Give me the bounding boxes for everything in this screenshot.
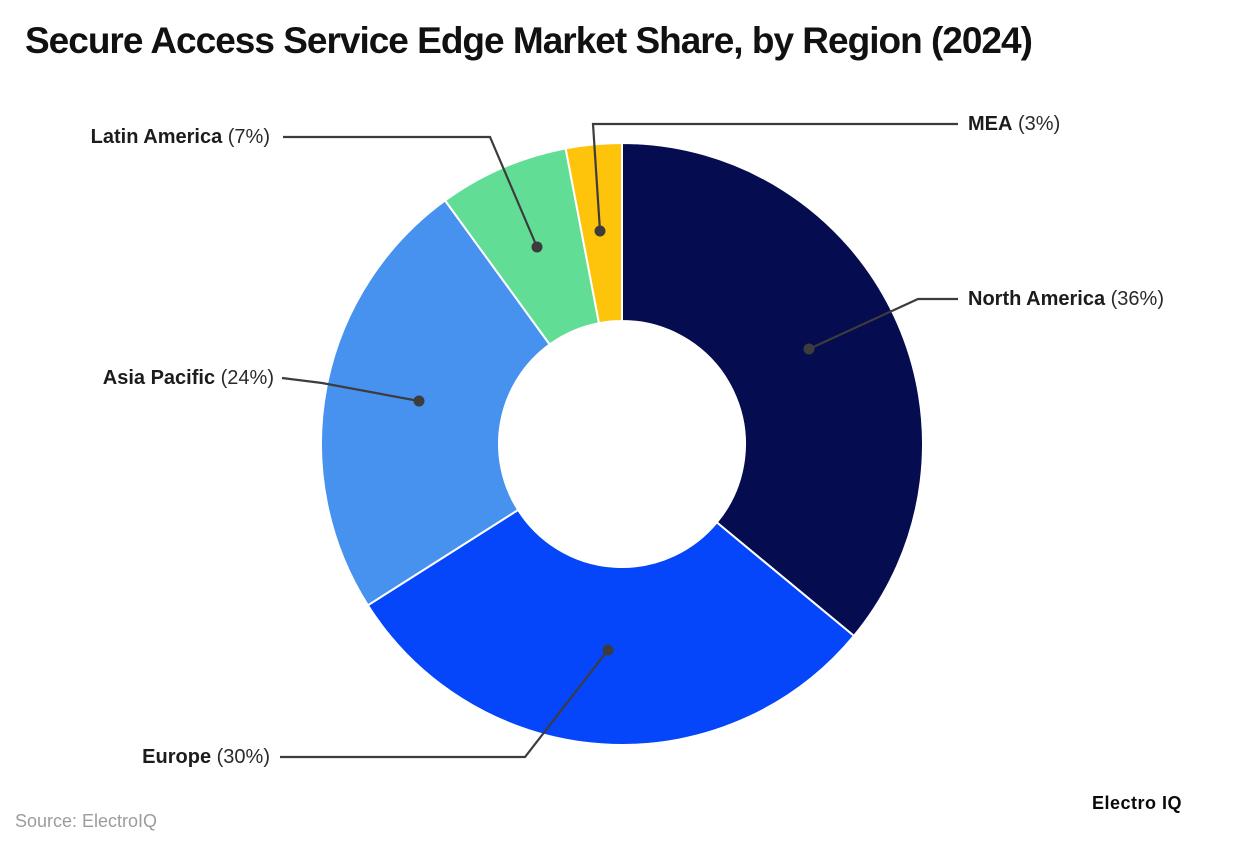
leader-line-latin-america xyxy=(283,135,539,248)
region-name: MEA xyxy=(968,113,1013,135)
pie-slice-europe xyxy=(366,508,855,746)
region-name: North America xyxy=(968,288,1106,310)
region-percent: (7%) xyxy=(227,126,270,148)
pie-slice-asia-pacific xyxy=(320,199,551,607)
page-title: Secure Access Service Edge Market Share,… xyxy=(25,20,1033,61)
callout-label-latin-america: Latin America (7%) xyxy=(91,124,270,150)
region-name: Latin America xyxy=(90,126,223,148)
leader-line-mea xyxy=(591,122,958,232)
leader-dot-north-america xyxy=(803,343,815,355)
leader-dot-latin-america xyxy=(531,241,543,253)
region-percent: (30%) xyxy=(216,746,270,768)
leader-line-north-america xyxy=(808,297,958,350)
leader-dot-asia-pacific xyxy=(413,395,425,407)
callout-label-europe: Europe (30%) xyxy=(142,744,270,770)
region-percent: (36%) xyxy=(1110,288,1164,310)
region-name: Europe xyxy=(142,746,212,768)
callout-label-mea: MEA (3%) xyxy=(968,111,1060,137)
leader-dot-europe xyxy=(602,644,614,656)
region-percent: (3%) xyxy=(1018,113,1061,135)
leader-line-asia-pacific xyxy=(281,376,420,403)
region-name: Asia Pacific xyxy=(102,367,216,389)
pie-slice-north-america xyxy=(621,142,924,637)
callout-label-asia-pacific: Asia Pacific (24%) xyxy=(103,365,274,391)
region-percent: (24%) xyxy=(220,367,274,389)
brand-logo: Electro IQ xyxy=(1092,793,1183,813)
callout-label-north-america: North America (36%) xyxy=(968,286,1164,312)
leader-line-europe xyxy=(280,649,609,759)
pie-slice-mea xyxy=(564,142,623,325)
source-note: Source: ElectroIQ xyxy=(15,811,158,831)
leader-dot-mea xyxy=(594,225,606,237)
